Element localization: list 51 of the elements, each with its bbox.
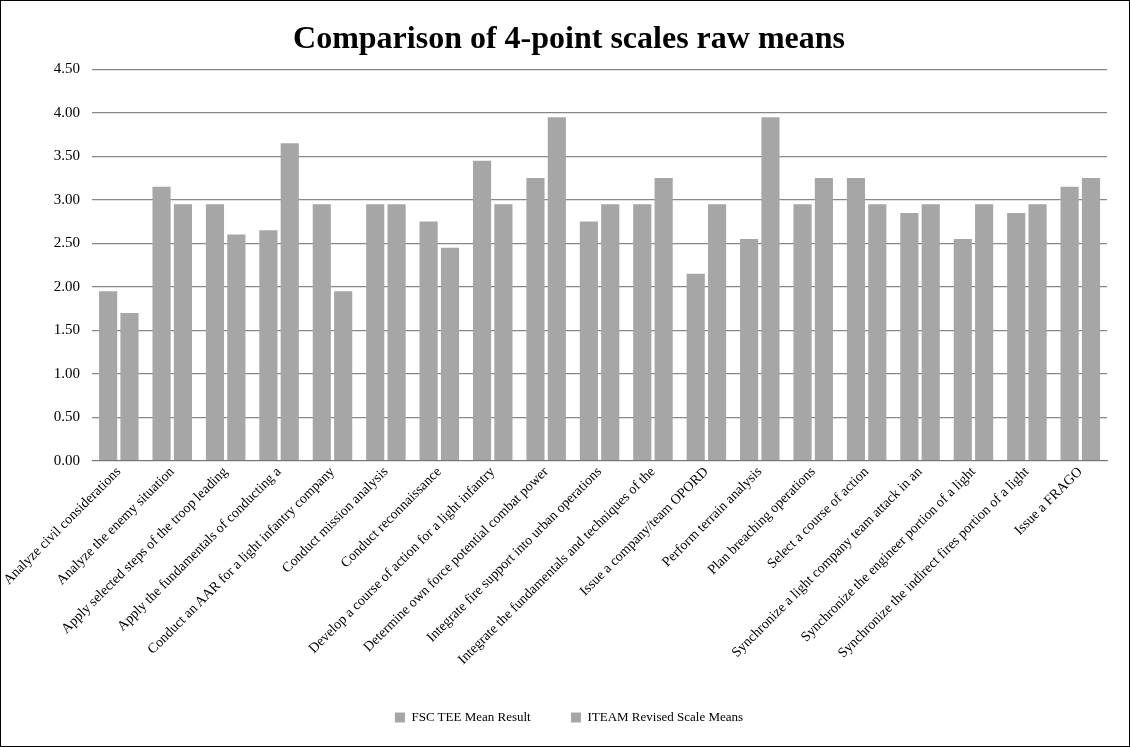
bar — [99, 291, 118, 461]
y-tick-label: 3.50 — [53, 147, 81, 164]
bar — [1028, 204, 1047, 461]
bar — [686, 273, 705, 461]
bar — [868, 204, 887, 461]
y-tick-label: 1.00 — [53, 364, 81, 381]
bar — [152, 186, 171, 461]
bar — [793, 204, 812, 461]
bar — [654, 178, 673, 461]
y-tick-label: 2.50 — [53, 234, 81, 251]
bar — [259, 230, 278, 461]
bar — [440, 247, 460, 461]
bar — [419, 221, 438, 461]
bar — [1060, 186, 1079, 461]
bar — [366, 204, 385, 461]
bar — [900, 212, 919, 461]
bar — [173, 204, 192, 461]
bar — [1081, 178, 1101, 461]
bar — [526, 178, 545, 461]
bar — [601, 204, 620, 461]
bar — [761, 117, 780, 461]
bar — [846, 178, 866, 461]
bar — [334, 291, 353, 461]
bar — [494, 204, 513, 461]
bar — [280, 143, 299, 461]
legend-label: FSC TEE Mean Result — [411, 708, 532, 724]
bar — [387, 204, 406, 461]
bar — [472, 160, 492, 461]
bar — [975, 204, 994, 461]
bar — [921, 204, 940, 461]
y-tick-label: 4.50 — [53, 60, 81, 77]
y-tick-label: 0.00 — [53, 451, 81, 468]
y-tick-label: 3.00 — [53, 190, 81, 207]
bar — [312, 204, 331, 461]
chart-title: Comparison of 4-point scales raw means — [293, 19, 845, 56]
bar — [707, 204, 727, 461]
bar — [579, 221, 598, 461]
bar — [547, 117, 566, 461]
bar — [740, 238, 759, 461]
bar — [633, 204, 652, 461]
bar — [814, 178, 833, 461]
bar — [227, 234, 246, 461]
legend-label: ITEAM Revised Scale Means — [587, 708, 744, 724]
bar — [953, 238, 972, 461]
y-tick-label: 0.50 — [53, 408, 81, 425]
y-tick-label: 2.00 — [53, 277, 81, 294]
y-tick-label: 1.50 — [53, 321, 81, 338]
y-tick-label: 4.00 — [53, 103, 81, 120]
bar — [205, 204, 225, 461]
bar — [120, 312, 139, 461]
bar — [1007, 212, 1026, 461]
